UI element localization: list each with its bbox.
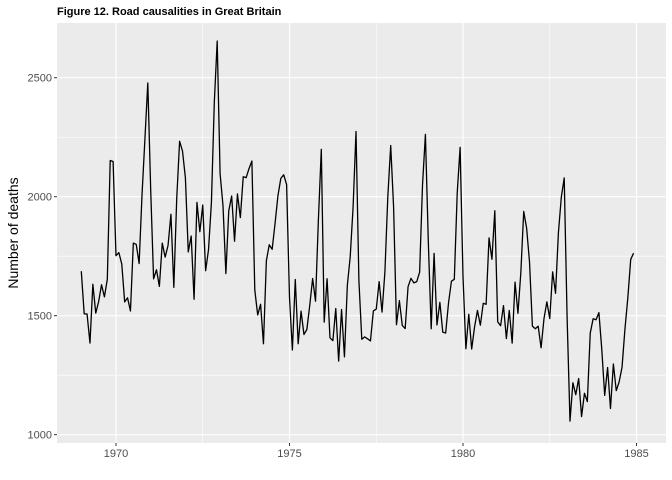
x-tick-label: 1975	[277, 448, 301, 460]
y-tick-label: 2500	[28, 73, 52, 85]
x-axis-tick-labels: 1970 1975 1980 1985	[104, 448, 649, 460]
axis-ticks	[54, 77, 638, 446]
y-axis-tick-labels: 1000 1500 2000 2500	[28, 73, 52, 442]
plot-panel	[57, 23, 666, 443]
series-line	[80, 40, 635, 422]
x-tick-label: 1985	[624, 448, 648, 460]
y-tick-label: 1500	[28, 311, 52, 323]
x-tick-label: 1970	[104, 448, 128, 460]
x-tick-label: 1980	[451, 448, 475, 460]
chart-title: Figure 12. Road causalities in Great Bri…	[57, 6, 282, 18]
y-axis-label: Number of deaths	[5, 177, 21, 288]
major-gridlines	[57, 23, 666, 443]
y-tick-label: 1000	[28, 430, 52, 442]
series-layer	[80, 40, 635, 422]
y-tick-label: 2000	[28, 192, 52, 204]
minor-gridlines	[57, 23, 666, 443]
